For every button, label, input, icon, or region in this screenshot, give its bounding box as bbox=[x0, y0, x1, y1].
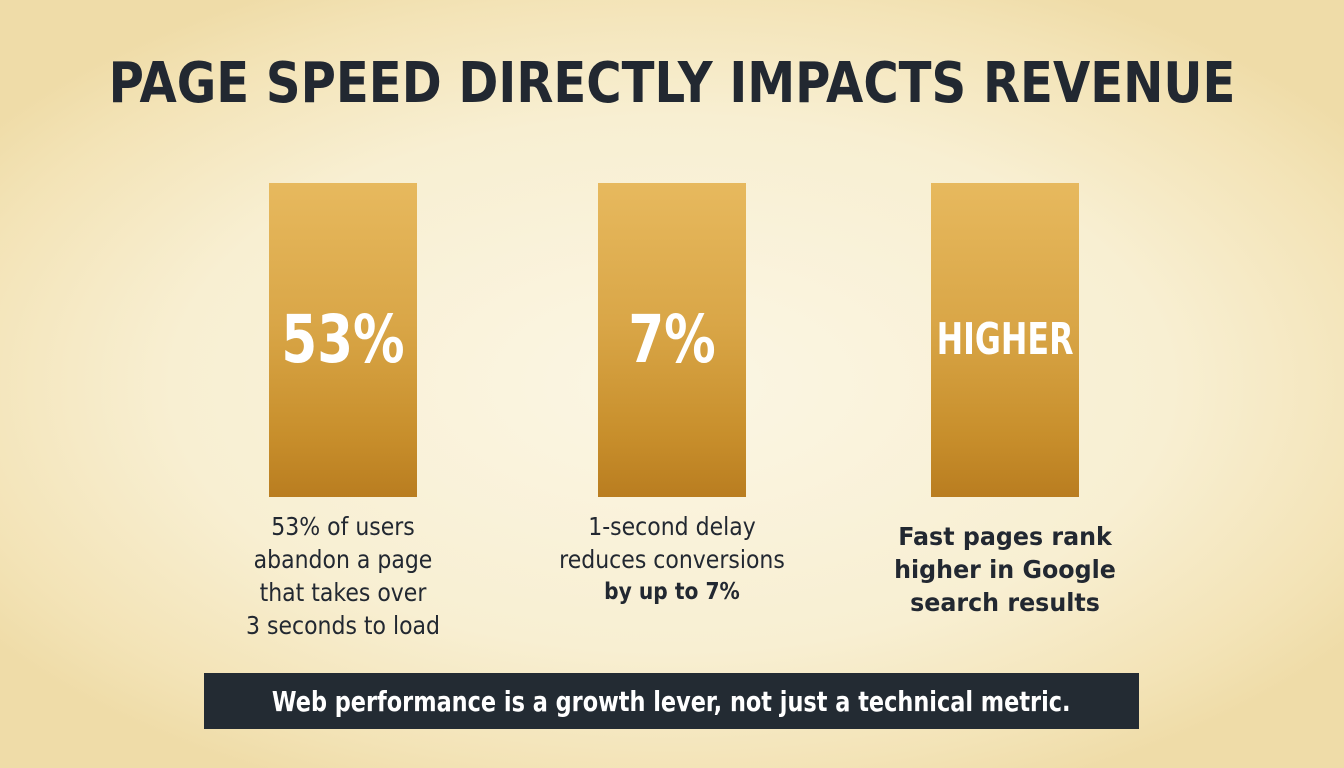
stat-bar-abandonment: 53% bbox=[269, 183, 417, 497]
caption-line: 53% of users bbox=[271, 512, 415, 541]
caption-line: search results bbox=[910, 588, 1100, 617]
caption-line: higher in Google bbox=[894, 555, 1116, 584]
caption-line: 1-second delay bbox=[588, 512, 756, 541]
caption-line: abandon a page bbox=[253, 545, 433, 574]
caption-line: reduces conversions bbox=[559, 545, 785, 574]
stat-bar-conversions: 7% bbox=[598, 183, 746, 497]
stat-value-ranking: HIGHER bbox=[936, 314, 1074, 365]
caption-line: Fast pages rank bbox=[898, 522, 1112, 551]
stat-value-abandonment: 53% bbox=[281, 301, 405, 378]
takeaway-text: Web performance is a growth lever, not j… bbox=[272, 684, 1071, 718]
stat-bar-ranking: HIGHER bbox=[931, 183, 1079, 497]
caption-line: by up to 7% bbox=[604, 579, 740, 605]
stat-caption-ranking: Fast pages rank higher in Google search … bbox=[855, 520, 1155, 619]
stat-value-conversions: 7% bbox=[628, 301, 716, 378]
caption-line: 3 seconds to load bbox=[245, 611, 441, 640]
caption-line: that takes over bbox=[259, 578, 427, 607]
stat-caption-conversions: 1-second delay reduces conversions by up… bbox=[522, 510, 822, 609]
takeaway-banner: Web performance is a growth lever, not j… bbox=[204, 673, 1139, 729]
page-title: PAGE SPEED DIRECTLY IMPACTS REVENUE bbox=[108, 51, 1236, 116]
stat-caption-abandonment: 53% of users abandon a page that takes o… bbox=[193, 510, 493, 642]
